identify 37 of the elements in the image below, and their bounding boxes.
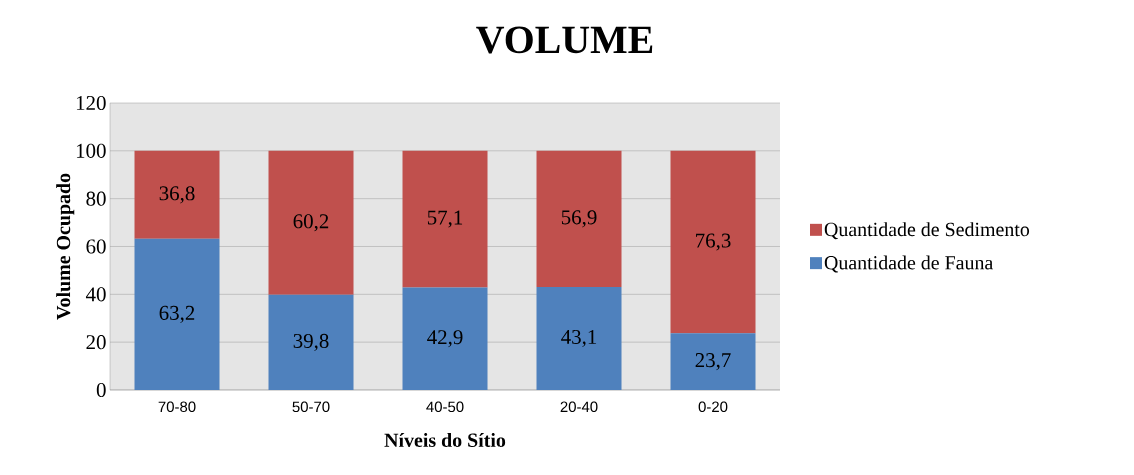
y-tick-label: 40 (85, 287, 106, 302)
y-tick-label: 120 (76, 95, 106, 111)
bar (268, 294, 354, 390)
y-tick-label: 100 (76, 143, 106, 158)
bar (670, 150, 756, 334)
bar (268, 150, 354, 295)
data-label: 56,9 (561, 210, 597, 228)
x-tick-label: 0-20 (698, 401, 728, 413)
y-axis-title: Volume Ocupado (56, 173, 75, 320)
y-tick-label: 0 (96, 382, 106, 398)
bar (670, 333, 756, 390)
y-tick-label: 60 (86, 239, 106, 254)
x-tick-label: 40-50 (426, 401, 464, 413)
bar (134, 238, 220, 390)
bar (134, 150, 220, 239)
x-axis-title: Níveis do Sítio (384, 432, 506, 447)
data-label: 42,9 (427, 330, 463, 348)
legend-label: Quantidade de Sedimento (824, 222, 1030, 240)
bar (402, 150, 488, 288)
y-tick-label: 20 (86, 335, 106, 350)
data-label: 60,2 (293, 214, 329, 232)
data-label: 36,8 (159, 186, 195, 204)
bar (536, 150, 622, 287)
y-tick-label: 80 (86, 191, 106, 206)
x-tick-label: 70-80 (158, 401, 196, 413)
x-tick-label: 20-40 (560, 401, 598, 413)
data-label: 63,2 (159, 305, 195, 323)
data-label: 43,1 (561, 329, 597, 347)
data-label: 57,1 (427, 210, 463, 228)
data-label: 39,8 (293, 333, 329, 351)
bar (402, 287, 488, 390)
bar (536, 286, 622, 390)
chart-title: VOLUME (476, 26, 653, 54)
data-label: 23,7 (695, 353, 731, 371)
legend-label: Quantidade de Fauna (824, 255, 993, 273)
x-tick-label: 50-70 (292, 401, 330, 413)
data-label: 76,3 (696, 233, 731, 251)
